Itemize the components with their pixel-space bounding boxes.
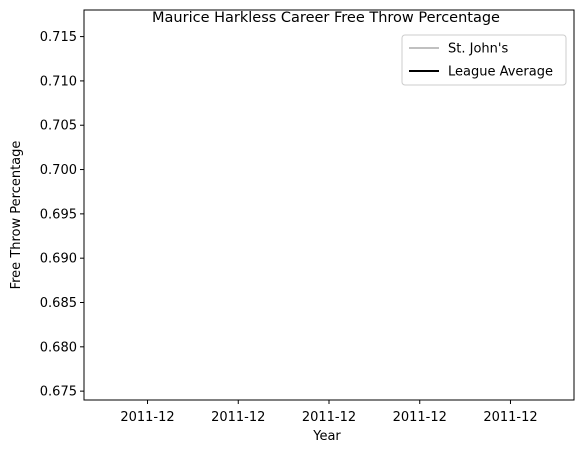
- y-tick-label: 0.690: [40, 252, 77, 267]
- legend: St. John's League Average: [401, 34, 567, 86]
- x-axis-label: Year: [312, 429, 341, 444]
- y-tick-label: 0.695: [40, 207, 77, 222]
- x-tick-label: 2011-12: [393, 410, 447, 425]
- x-axis: 2011-12 2011-12 2011-12 2011-12 2011-12: [120, 400, 538, 425]
- y-tick-label: 0.675: [40, 385, 77, 400]
- y-axis: 0.675 0.680 0.685 0.690 0.695 0.700 0.705 0.710…: [40, 30, 84, 400]
- y-tick-label: 0.705: [40, 119, 77, 134]
- x-tick-label: 2011-12: [120, 410, 174, 425]
- legend-label-st-johns: St. John's: [448, 42, 508, 57]
- x-tick-label: 2011-12: [302, 410, 356, 425]
- y-tick-label: 0.710: [40, 74, 77, 89]
- y-tick-label: 0.680: [40, 340, 77, 355]
- x-tick-label: 2011-12: [483, 410, 537, 425]
- y-tick-label: 0.700: [40, 163, 77, 178]
- chart-title: Maurice Harkless Career Free Throw Perce…: [152, 10, 500, 26]
- y-tick-label: 0.715: [40, 30, 77, 45]
- legend-label-league-average: League Average: [448, 65, 553, 80]
- x-tick-label: 2011-12: [211, 410, 265, 425]
- y-tick-label: 0.685: [40, 296, 77, 311]
- legend-box: [401, 34, 567, 86]
- y-axis-label: Free Throw Percentage: [9, 141, 24, 290]
